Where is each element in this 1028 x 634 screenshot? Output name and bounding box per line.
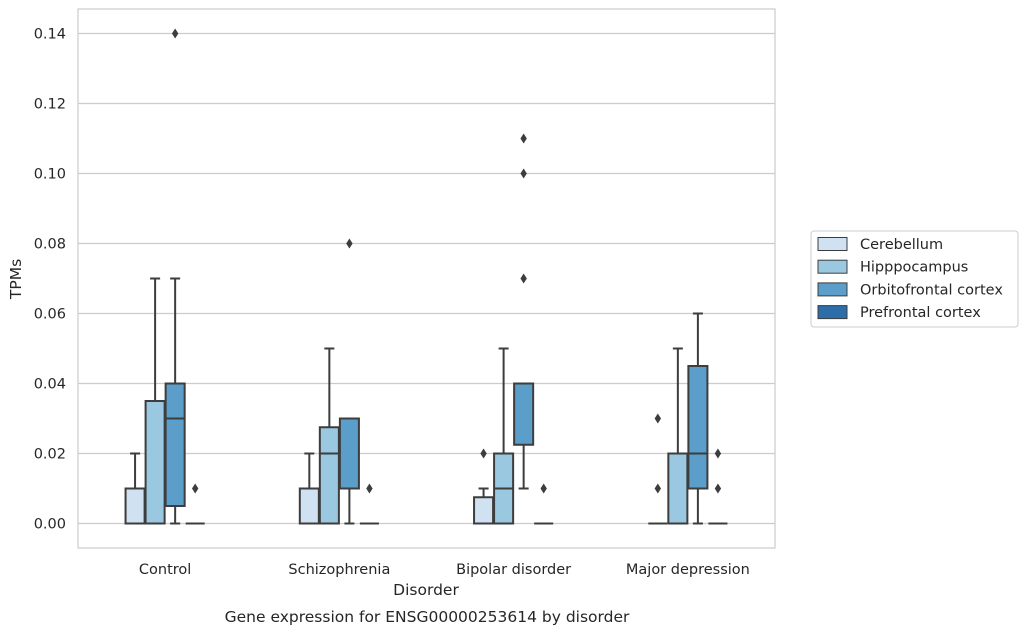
outlier-point [346,238,353,249]
y-tick-label: 0.12 [34,97,66,113]
x-tick-label: Major depression [626,562,750,578]
outlier-point [520,168,527,179]
box-body [124,487,146,525]
legend-label: Hipppocampus [860,260,968,276]
box-body [164,382,186,507]
box-body [144,400,166,525]
box-body [338,417,360,490]
box-body [298,487,320,525]
x-tick-label: Schizophrenia [288,562,390,578]
box-2-3 [687,312,709,525]
y-axis-label: TPMs [7,259,25,300]
y-tick-label: 0.10 [34,167,66,183]
box-1-0 [144,277,166,525]
legend-frame [810,230,1019,328]
box-0-3 [648,413,668,525]
outlier-point [520,133,527,144]
box-body [667,452,689,525]
box-0-0 [124,452,146,525]
x-axis-label: Disorder [393,581,459,599]
box-0-2 [473,448,495,525]
legend-swatch [817,282,848,297]
legend-label: Cerebellum [860,237,943,253]
box-1-2 [493,347,515,525]
box-body [513,382,535,446]
box-2-1 [338,238,360,525]
y-tick-label: 0.04 [34,377,66,393]
box-3-3 [708,448,728,525]
box-body [473,496,495,525]
figure-caption: Gene expression for ENSG00000253614 by d… [225,608,630,626]
outlier-point [171,28,179,39]
outlier-point [520,273,527,284]
outlier-point [654,483,662,494]
y-tick-label: 0.14 [34,27,66,43]
y-tick-label: 0.00 [34,517,66,533]
outlier-point [714,448,722,459]
x-tick-label: Control [139,562,191,578]
y-tick-label: 0.06 [34,307,66,323]
outlier-point [714,483,722,494]
x-tick-label: Bipolar disorder [456,562,571,578]
legend-swatch [817,259,848,274]
box-0-1 [298,452,320,525]
box-3-0 [185,483,205,525]
boxplot-layer [124,28,728,525]
y-tick-label: 0.02 [34,447,66,463]
box-2-0 [164,28,186,525]
box-3-2 [534,483,554,525]
outlier-point [654,413,662,424]
legend: Cerebellum Hipppocampus Orbitofrontal cort… [810,230,1019,328]
legend-label: Orbitofrontal cortex [860,282,1003,298]
box-1-3 [667,347,689,525]
box-2-2 [513,133,535,490]
box-body [318,426,340,525]
plot-frame [77,8,776,549]
outlier-point [191,483,199,494]
y-tick-label: 0.08 [34,237,66,253]
x-tick-labels: Control Schizophrenia Bipolar disorder Majo… [139,562,750,578]
plot-background [78,9,775,548]
outlier-point [366,483,373,494]
box-body [687,365,709,490]
box-1-1 [318,347,340,525]
box-3-1 [359,483,379,525]
legend-swatch [817,305,848,320]
outlier-point [540,483,547,494]
legend-label: Prefrontal cortex [860,305,981,321]
outlier-point [480,448,487,459]
legend-swatch [817,237,848,251]
y-tick-labels: 0.00 0.02 0.04 0.06 0.08 0.10 0.12 0.14 [34,27,66,533]
